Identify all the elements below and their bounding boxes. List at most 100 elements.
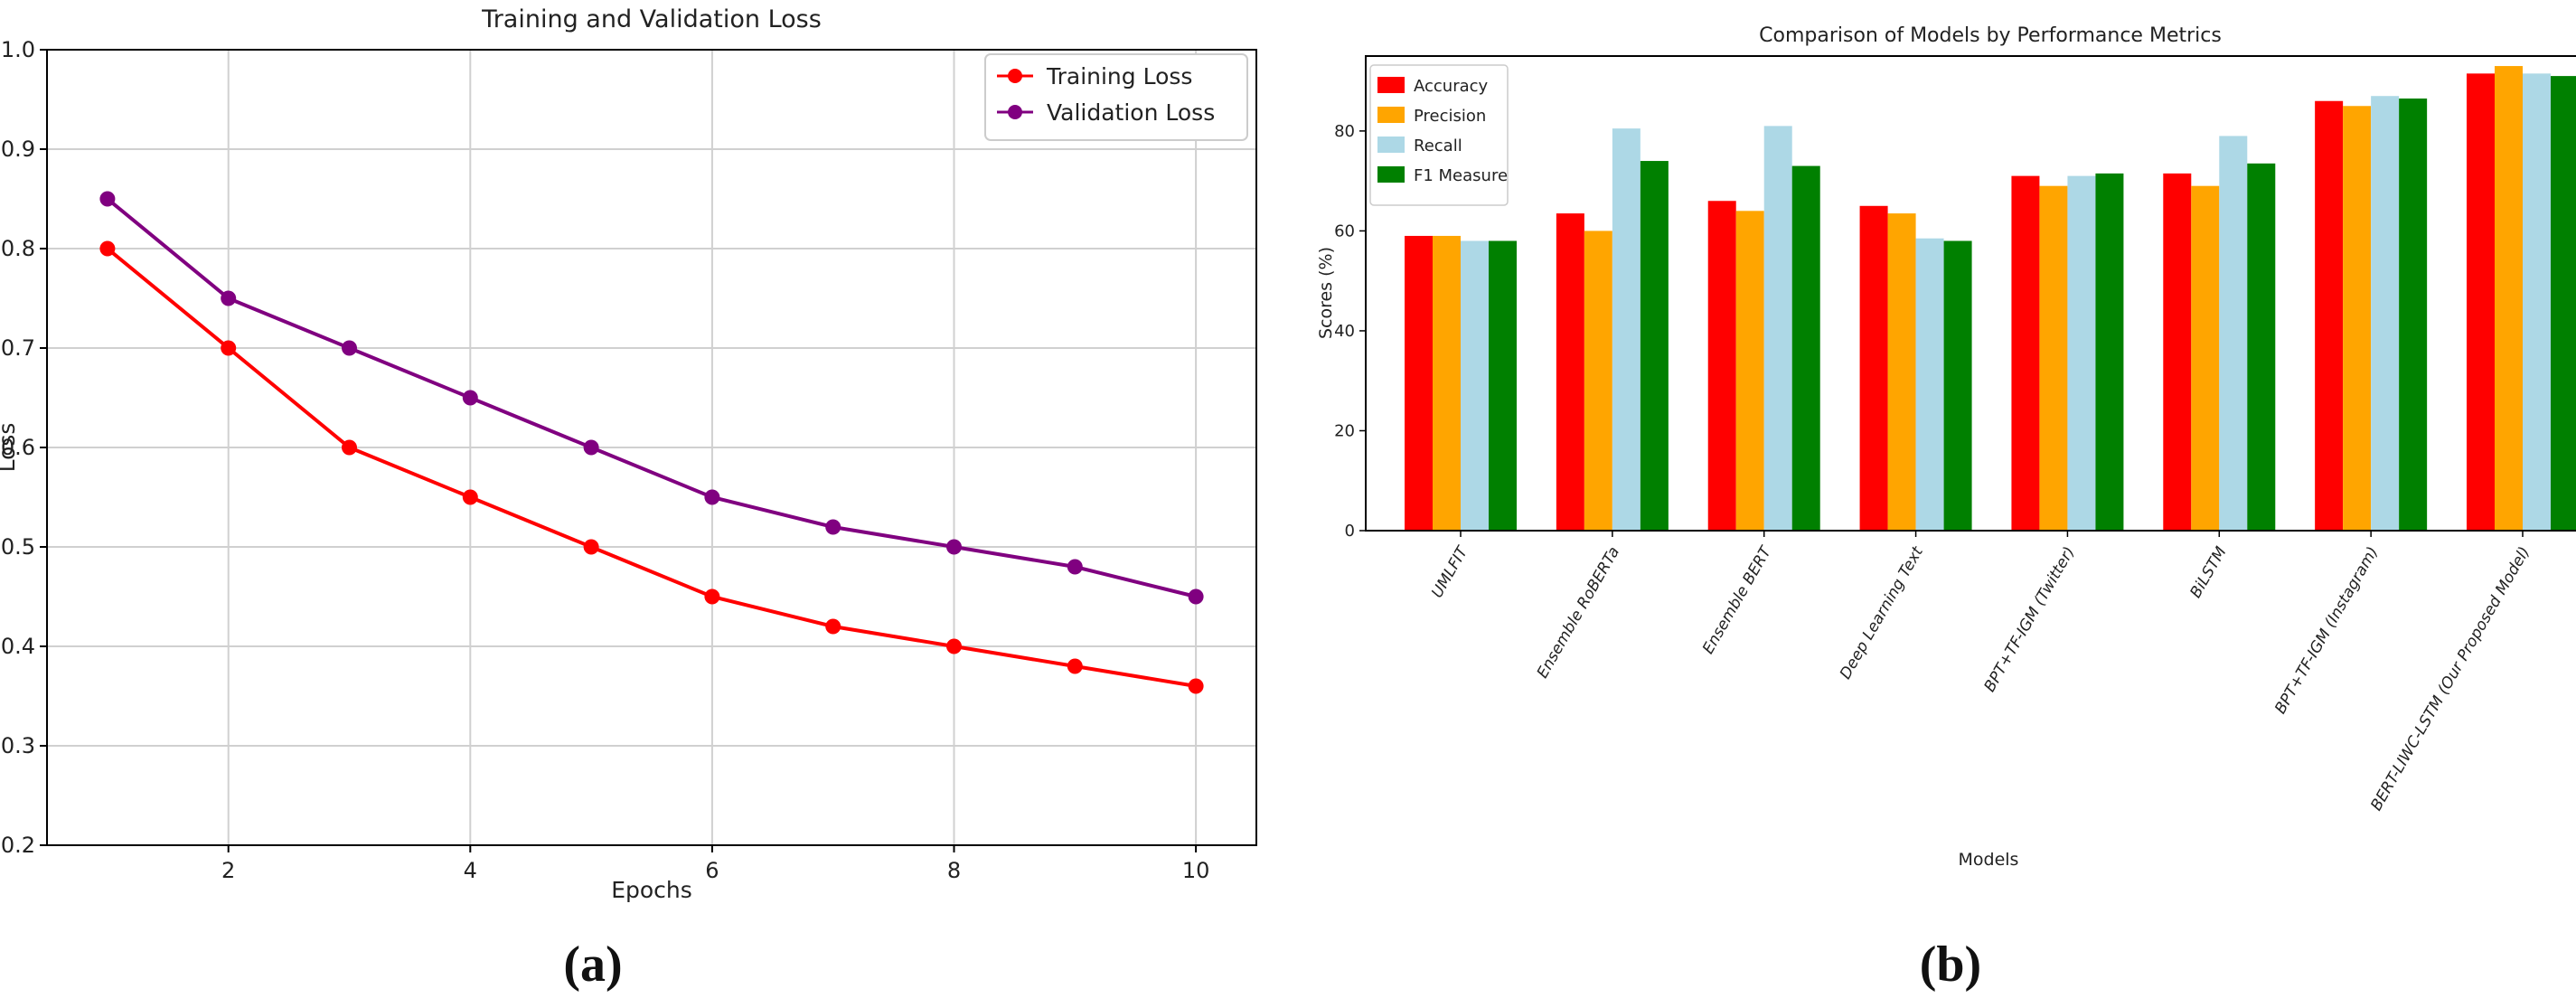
bar-precision-bpt-tf-igm-twitter — [2039, 185, 2068, 531]
bar-recall-bert-liwc-lstm-our-proposed-model — [2523, 73, 2551, 531]
bar-f1-measure-bpt-tf-igm-twitter — [2095, 173, 2124, 532]
bar-f1-measure-ensemble-roberta — [1640, 161, 1669, 532]
data-point-validation-loss — [342, 340, 357, 356]
chart-b-x-tick-label: BiLSTM — [2186, 543, 2230, 601]
chart-a-y-tick-label: 0.2 — [1, 833, 35, 858]
bar-accuracy-bpt-tf-igm-twitter — [2011, 175, 2040, 531]
data-point-validation-loss — [583, 439, 599, 456]
data-point-training-loss — [342, 439, 357, 456]
chart-a-y-ticks: 0.2 0.3 0.4 0.5 0.6 0.7 0.8 0.9 1.0 — [1, 37, 47, 858]
chart-b-y-tick-label: 60 — [1334, 221, 1355, 240]
bar-recall-ensemble-roberta — [1612, 128, 1641, 531]
legend-recall-label: Recall — [1414, 137, 1462, 155]
legend-validation-loss-label: Validation Loss — [1047, 99, 1215, 126]
chart-a-x-ticks: 2 4 6 8 10 — [221, 845, 1209, 883]
legend-recall-swatch — [1377, 137, 1405, 153]
chart-b-legend: Accuracy Precision Recall F1 Measure — [1369, 64, 1509, 206]
bar-precision-bpt-tf-igm-instagram — [2343, 106, 2372, 532]
series-line-validation-loss — [106, 197, 1197, 598]
legend-training-loss-label: Training Loss — [1046, 63, 1192, 89]
chart-b-x-tick-label: Ensemble RoBERTa — [1534, 544, 1623, 682]
chart-a-gridlines — [47, 49, 1256, 846]
chart-a-y-tick-label: 0.3 — [1, 733, 35, 758]
chart-b-x-tick-label: BERT-LIWC-LSTM (Our Proposed Model) — [2367, 544, 2534, 814]
bar-recall-umlfit — [1461, 240, 1489, 531]
chart-b-y-ticks: 0 20 40 60 80 — [1334, 122, 1366, 541]
legend-accuracy-swatch — [1377, 77, 1405, 93]
chart-a-y-tick-label: 0.9 — [1, 137, 35, 162]
bar-precision-ensemble-bert — [1735, 211, 1764, 531]
chart-a-legend-box — [984, 53, 1248, 141]
bar-f1-measure-ensemble-bert — [1791, 165, 1820, 531]
chart-b-y-axis-label: Scores (%) — [1316, 247, 1336, 339]
data-point-training-loss — [221, 340, 237, 356]
data-point-validation-loss — [99, 191, 116, 207]
legend-precision-swatch — [1377, 107, 1405, 123]
chart-b-x-tick-label: BPT+TF-IGM (Twitter) — [1981, 544, 2079, 695]
chart-a-y-tick-label: 0.4 — [1, 634, 35, 659]
chart-b-y-tick-label: 40 — [1334, 322, 1355, 341]
data-point-training-loss — [1067, 658, 1083, 674]
chart-b-x-tick-label: Ensemble BERT — [1699, 542, 1776, 657]
panel-label-b: (b) — [1920, 937, 1981, 993]
chart-a-y-tick-label: 0.8 — [1, 236, 35, 261]
chart-a-x-tick-label: 4 — [464, 858, 477, 883]
data-point-training-loss — [1188, 678, 1204, 694]
chart-b-plot-frame — [1365, 55, 2576, 532]
bar-precision-bilstm — [2191, 185, 2220, 531]
bar-precision-deep-learning-text — [1887, 213, 1916, 531]
chart-a-y-axis-label: Loss — [0, 423, 20, 473]
chart-a-series — [99, 191, 1204, 694]
legend-f1-measure-swatch — [1377, 166, 1405, 183]
bar-f1-measure-bpt-tf-igm-instagram — [2399, 98, 2428, 531]
bar-precision-umlfit — [1433, 235, 1461, 531]
data-point-validation-loss — [462, 390, 478, 406]
chart-a-x-tick-label: 6 — [705, 858, 719, 883]
chart-a-x-tick-label: 2 — [221, 858, 235, 883]
legend-precision-label: Precision — [1414, 107, 1486, 126]
data-point-validation-loss — [825, 519, 841, 535]
chart-b-y-tick-label: 80 — [1334, 122, 1355, 141]
bar-recall-bpt-tf-igm-twitter — [2067, 175, 2096, 531]
bar-f1-measure-umlfit — [1489, 240, 1517, 531]
data-point-validation-loss — [1188, 588, 1204, 605]
chart-b-x-tick-label: UMLFIT — [1428, 542, 1472, 601]
bar-recall-bpt-tf-igm-instagram — [2371, 96, 2400, 532]
bar-accuracy-bert-liwc-lstm-our-proposed-model — [2467, 73, 2495, 531]
chart-a-y-tick-label: 0.5 — [1, 534, 35, 560]
bar-f1-measure-deep-learning-text — [1943, 240, 1972, 531]
bar-accuracy-umlfit — [1405, 235, 1433, 531]
bar-f1-measure-bert-liwc-lstm-our-proposed-model — [2551, 76, 2576, 532]
data-point-validation-loss — [704, 489, 720, 505]
chart-a-y-tick-label: 0.6 — [1, 435, 35, 460]
data-point-training-loss — [99, 240, 116, 257]
chart-b-y-tick-label: 0 — [1345, 522, 1355, 541]
bar-recall-bilstm — [2219, 136, 2248, 531]
data-point-training-loss — [946, 638, 962, 654]
data-point-training-loss — [462, 489, 478, 505]
bar-f1-measure-bilstm — [2247, 163, 2276, 531]
chart-b-bars — [1405, 66, 2576, 532]
chart-b-x-axis-label: Models — [1959, 850, 2019, 870]
series-line-training-loss — [106, 247, 1197, 688]
legend-accuracy-label: Accuracy — [1414, 77, 1489, 96]
bar-accuracy-deep-learning-text — [1859, 205, 1888, 531]
bar-accuracy-bpt-tf-igm-instagram — [2315, 100, 2344, 531]
bar-precision-bert-liwc-lstm-our-proposed-model — [2495, 66, 2523, 532]
chart-a-y-tick-label: 1.0 — [1, 37, 35, 62]
chart-b-x-tick-label: Deep Learning Text — [1837, 542, 1928, 682]
bar-chart-model-comparison: Comparison of Models by Performance Metr… — [1316, 24, 2576, 993]
legend-f1-measure-label: F1 Measure — [1414, 166, 1508, 185]
legend-validation-loss-marker — [1008, 105, 1022, 119]
data-point-training-loss — [704, 588, 720, 605]
chart-a-title: Training and Validation Loss — [481, 5, 822, 33]
chart-a-x-axis-label: Epochs — [611, 877, 692, 903]
data-point-validation-loss — [1067, 559, 1083, 575]
chart-a-x-tick-label: 10 — [1182, 858, 1210, 883]
chart-a-x-tick-label: 8 — [947, 858, 961, 883]
chart-a-y-tick-label: 0.7 — [1, 335, 35, 361]
data-point-validation-loss — [221, 290, 237, 306]
data-point-validation-loss — [946, 539, 962, 555]
line-chart-training-validation-loss: Training and Validation Loss 0.20.30.40.… — [0, 5, 1257, 993]
